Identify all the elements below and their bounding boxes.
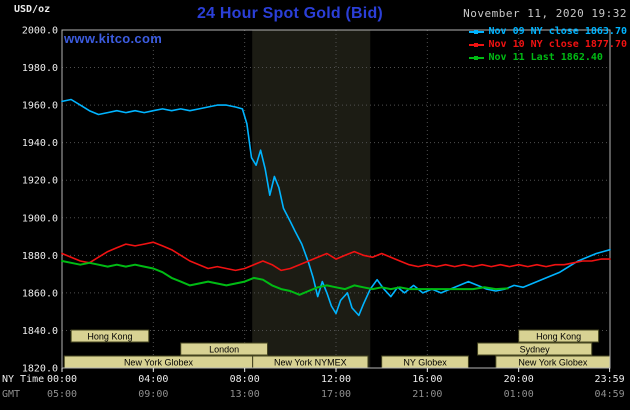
session-bar bbox=[477, 342, 593, 356]
session-bar-label: New York NYMEX bbox=[274, 358, 347, 368]
session-bar bbox=[518, 329, 600, 343]
session-bar-label: New York Globex bbox=[124, 358, 194, 368]
chart-title: 24 Hour Spot Gold (Bid) bbox=[197, 5, 383, 22]
gmt-axis-label: GMT bbox=[2, 389, 20, 400]
session-bar-label: London bbox=[209, 345, 239, 355]
legend-line-marker bbox=[468, 55, 484, 60]
x-tick-ny-label: 04:00 bbox=[138, 374, 168, 385]
x-tick-gmt-label: 17:00 bbox=[321, 389, 351, 400]
y-tick-label: 2000.0 bbox=[22, 26, 58, 37]
series-line-nov10 bbox=[61, 241, 611, 272]
x-tick-gmt-label: 21:00 bbox=[412, 389, 442, 400]
legend-line-marker bbox=[468, 42, 484, 47]
y-tick-label: 1840.0 bbox=[22, 326, 58, 337]
y-tick-label: 1980.0 bbox=[22, 63, 58, 74]
x-tick-gmt-label: 13:00 bbox=[230, 389, 260, 400]
legend-label: Nov 11 Last 1862.40 bbox=[488, 52, 603, 63]
y-tick-label: 1920.0 bbox=[22, 176, 58, 187]
x-tick-gmt-label: 04:59 bbox=[595, 389, 625, 400]
session-bar-label: New York Globex bbox=[518, 358, 588, 368]
session-bar bbox=[180, 342, 269, 356]
legend-item-nov11: Nov 11 Last 1862.40 bbox=[468, 51, 627, 64]
session-bar bbox=[70, 329, 150, 343]
nymex-session-band bbox=[252, 30, 371, 368]
session-bar-label: Hong Kong bbox=[87, 332, 132, 342]
legend-label: Nov 10 NY close 1877.70 bbox=[488, 39, 627, 50]
x-tick-ny-label: 00:00 bbox=[47, 374, 77, 385]
legend-label: Nov 09 NY close 1863.70 bbox=[488, 26, 627, 37]
session-bar-label: NY Globex bbox=[403, 358, 447, 368]
units-label: USD/oz bbox=[14, 4, 51, 15]
session-bar-label: Sydney bbox=[520, 345, 551, 355]
chart-datetime: November 11, 2020 19:32 bbox=[463, 7, 627, 20]
y-tick-label: 1820.0 bbox=[22, 364, 58, 375]
y-tick-label: 1880.0 bbox=[22, 251, 58, 262]
kitco-watermark: www.kitco.com bbox=[64, 31, 163, 46]
series-line-nov11 bbox=[61, 260, 509, 296]
x-tick-ny-label: 12:00 bbox=[321, 374, 351, 385]
y-tick-label: 1860.0 bbox=[22, 288, 58, 299]
legend-line-marker bbox=[468, 29, 484, 34]
y-tick-label: 1960.0 bbox=[22, 101, 58, 112]
x-tick-gmt-label: 01:00 bbox=[504, 389, 534, 400]
x-tick-ny-label: 20:00 bbox=[504, 374, 534, 385]
x-tick-gmt-label: 05:00 bbox=[47, 389, 77, 400]
x-tick-ny-label: 23:59 bbox=[595, 374, 625, 385]
ny-time-axis-label: NY Time bbox=[2, 374, 44, 385]
legend: Nov 09 NY close 1863.70 Nov 10 NY close 1… bbox=[468, 25, 627, 64]
x-tick-gmt-label: 09:00 bbox=[138, 389, 168, 400]
x-tick-ny-label: 16:00 bbox=[412, 374, 442, 385]
legend-item-nov09: Nov 09 NY close 1863.70 bbox=[468, 25, 627, 38]
y-tick-label: 1900.0 bbox=[22, 213, 58, 224]
x-tick-ny-label: 08:00 bbox=[230, 374, 260, 385]
y-tick-label: 1940.0 bbox=[22, 138, 58, 149]
session-bar-label: Hong Kong bbox=[536, 332, 581, 342]
legend-item-nov10: Nov 10 NY close 1877.70 bbox=[468, 38, 627, 51]
